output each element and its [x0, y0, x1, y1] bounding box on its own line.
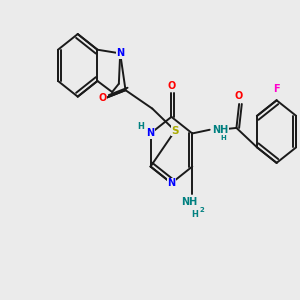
Text: NH: NH	[182, 196, 198, 206]
Text: H: H	[221, 135, 226, 141]
Text: N: N	[116, 48, 124, 59]
Text: O: O	[167, 81, 175, 91]
Text: O: O	[235, 91, 243, 101]
Text: F: F	[273, 84, 280, 94]
Text: O: O	[99, 93, 107, 103]
Text: H: H	[138, 122, 145, 130]
Text: 2: 2	[199, 207, 204, 213]
Text: NH: NH	[212, 125, 229, 135]
Text: N: N	[167, 178, 175, 188]
Text: N: N	[146, 128, 154, 138]
Text: S: S	[171, 126, 179, 136]
Text: H: H	[191, 210, 198, 219]
